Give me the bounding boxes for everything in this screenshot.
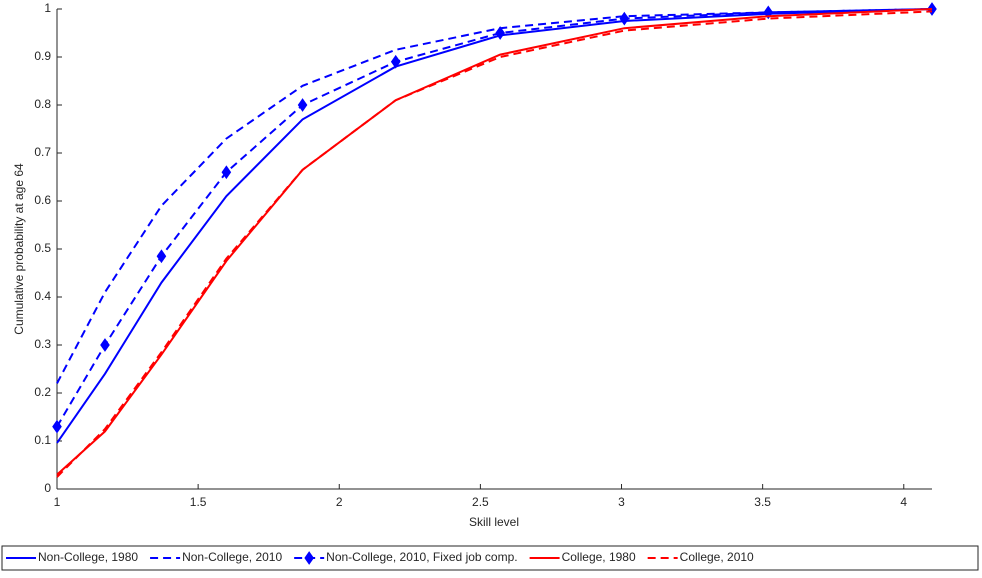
marker bbox=[52, 419, 62, 434]
x-tick-label: 1 bbox=[54, 495, 61, 509]
x-axis-label: Skill level bbox=[469, 515, 519, 529]
marker bbox=[495, 26, 505, 40]
series-line bbox=[56, 8, 933, 428]
series-line bbox=[56, 8, 933, 444]
series-line bbox=[56, 8, 933, 476]
y-tick-label: 0.1 bbox=[34, 433, 51, 447]
y-tick-label: 0.9 bbox=[34, 49, 51, 63]
marker bbox=[297, 98, 308, 112]
x-tick-label: 2.5 bbox=[472, 495, 489, 509]
legend: Non-College, 1980 Non-College, 2010 Non-Co… bbox=[1, 545, 979, 571]
y-tick-label: 0.3 bbox=[34, 337, 51, 351]
x-tick-label: 3.5 bbox=[754, 495, 771, 509]
y-tick-label: 0.6 bbox=[34, 193, 51, 207]
x-tick-label: 4 bbox=[900, 495, 907, 509]
series-line bbox=[56, 10, 933, 478]
legend-label: Non-College, 1980 bbox=[38, 550, 138, 564]
legend-label: Non-College, 2010, Fixed job comp. bbox=[326, 550, 517, 564]
x-tick-label: 2 bbox=[336, 495, 343, 509]
y-tick-label: 0.2 bbox=[34, 385, 51, 399]
series-line bbox=[56, 8, 933, 384]
legend-label: Non-College, 2010 bbox=[182, 550, 282, 564]
x-tick-label: 1.5 bbox=[190, 495, 207, 509]
y-tick-label: 0.7 bbox=[34, 145, 51, 159]
legend-label: College, 1980 bbox=[562, 550, 636, 564]
y-tick-label: 0 bbox=[44, 481, 51, 495]
y-tick-label: 0.8 bbox=[34, 97, 51, 111]
marker bbox=[156, 249, 167, 264]
marker bbox=[100, 338, 110, 352]
y-axis-label: Cumulative probability at age 64 bbox=[12, 163, 26, 335]
marker bbox=[221, 165, 232, 180]
y-tick-label: 1 bbox=[44, 1, 51, 15]
legend-label: College, 2010 bbox=[680, 550, 754, 564]
legend-marker bbox=[304, 551, 314, 565]
x-tick-label: 3 bbox=[618, 495, 625, 509]
y-tick-label: 0.4 bbox=[34, 289, 51, 303]
y-tick-label: 0.5 bbox=[34, 241, 51, 255]
marker bbox=[619, 11, 630, 26]
marker bbox=[390, 54, 401, 69]
